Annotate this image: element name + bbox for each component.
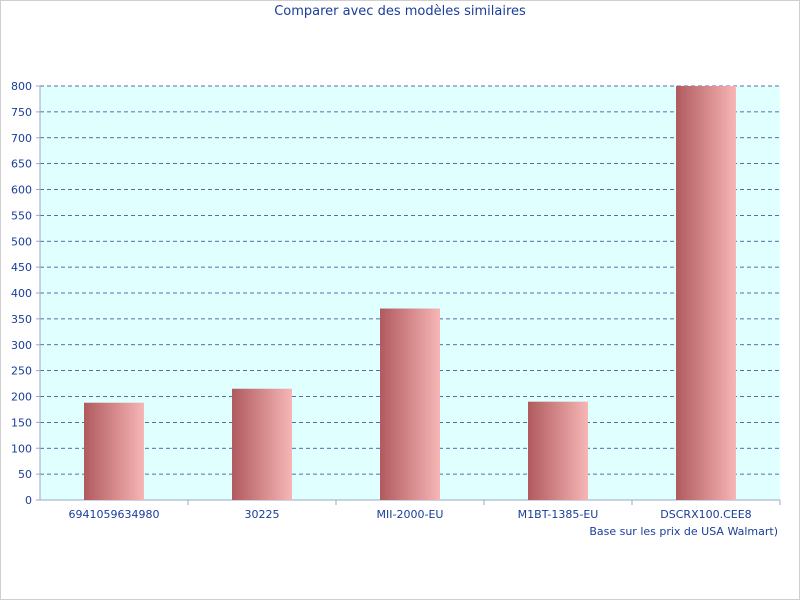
- y-tick-label: 450: [11, 261, 32, 274]
- y-tick-label: 100: [11, 442, 32, 455]
- bar: [676, 86, 736, 500]
- bar: [380, 308, 440, 500]
- y-tick-label: 200: [11, 391, 32, 404]
- y-tick-label: 550: [11, 209, 32, 222]
- x-tick-label: 6941059634980: [69, 508, 160, 521]
- y-tick-label: 0: [25, 494, 32, 507]
- x-tick-label: M1BT-1385-EU: [518, 508, 599, 521]
- source-note: Base sur les prix de USA Walmart): [589, 525, 778, 538]
- bar: [232, 388, 292, 500]
- bar: [528, 401, 588, 500]
- y-tick-label: 400: [11, 287, 32, 300]
- y-tick-label: 650: [11, 158, 32, 171]
- y-tick-label: 800: [11, 80, 32, 93]
- x-tick-label: 30225: [245, 508, 280, 521]
- y-tick-label: 600: [11, 184, 32, 197]
- bar: [84, 402, 144, 500]
- chart-title: Comparer avec des modèles similaires: [274, 4, 526, 19]
- y-tick-label: 300: [11, 339, 32, 352]
- x-tick-label: MII-2000-EU: [377, 508, 444, 521]
- x-tick-label: DSCRX100.CEE8: [660, 508, 751, 521]
- y-tick-label: 250: [11, 365, 32, 378]
- y-tick-label: 350: [11, 313, 32, 326]
- y-tick-label: 500: [11, 235, 32, 248]
- y-tick-label: 750: [11, 106, 32, 119]
- y-tick-label: 50: [18, 468, 32, 481]
- y-tick-label: 700: [11, 132, 32, 145]
- y-tick-label: 150: [11, 416, 32, 429]
